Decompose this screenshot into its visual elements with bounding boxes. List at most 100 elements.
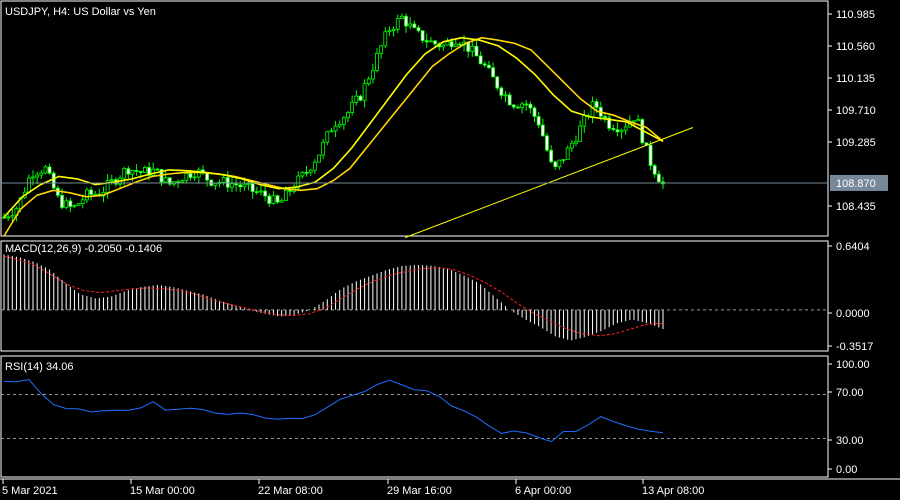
candle-body — [89, 189, 93, 195]
candle-body — [304, 172, 309, 174]
candle-body — [288, 189, 292, 192]
candle-body — [404, 15, 408, 27]
candle-body — [51, 172, 56, 189]
candle-body — [553, 161, 558, 168]
candle-body — [615, 129, 620, 133]
candle-body — [449, 41, 454, 48]
candle-body — [122, 168, 127, 179]
rsi-tick-label: 100.00 — [836, 359, 870, 371]
candle-body — [184, 173, 189, 182]
candle-body — [138, 171, 143, 173]
candle-body — [321, 141, 326, 156]
candle-body — [26, 177, 31, 193]
candle-body — [151, 168, 156, 176]
candle-body — [557, 159, 562, 168]
candle-body — [428, 40, 433, 43]
current-price-box — [830, 174, 888, 191]
candle-body — [532, 107, 537, 117]
candle-body — [246, 183, 251, 186]
candle-body — [474, 45, 479, 57]
candle-body — [383, 31, 388, 47]
candle-body — [84, 189, 89, 201]
candle-body — [300, 172, 305, 177]
candle-body — [408, 23, 413, 27]
macd-title: MACD(12,26,9) -0.2050 -0.1406 — [5, 243, 163, 255]
candle-body — [375, 52, 379, 71]
time-tick-label: 22 Mar 08:00 — [258, 485, 323, 497]
rsi-pane-frame — [0, 355, 829, 478]
candle-body — [167, 177, 172, 185]
candle-body — [238, 184, 243, 188]
candle-body — [130, 170, 135, 175]
macd-tick-label: -0.3517 — [836, 341, 873, 353]
candle-body — [453, 43, 458, 48]
candle-body — [283, 189, 288, 202]
candle-body — [545, 135, 549, 151]
price-pane-frame — [0, 0, 829, 237]
candle-body — [134, 170, 139, 172]
time-tick-label: 6 Apr 00:00 — [515, 485, 571, 497]
macd-tick-label: 0.6404 — [836, 241, 870, 253]
candle-body — [263, 190, 268, 197]
candle-body — [441, 44, 446, 48]
candle-body — [482, 63, 487, 66]
rsi-tick-label: 70.00 — [836, 387, 864, 399]
candle-body — [39, 172, 44, 176]
macd-signal-line — [3, 255, 664, 337]
time-tick-label: 5 Mar 2021 — [2, 485, 58, 497]
rsi-line — [3, 378, 664, 443]
candle-body — [511, 104, 516, 108]
candle-body — [105, 180, 110, 193]
candle-body — [516, 106, 520, 109]
candle-body — [254, 191, 259, 193]
candle-body — [424, 40, 429, 43]
candle-body — [271, 195, 276, 204]
candle-body — [10, 215, 15, 218]
moving-average-line — [3, 36, 664, 237]
candle-body — [230, 183, 234, 188]
candle-body — [623, 126, 628, 131]
candle-body — [416, 27, 421, 32]
time-tick-label: 15 Mar 00:00 — [130, 485, 195, 497]
candle-body — [491, 67, 495, 78]
candle-body — [420, 30, 425, 41]
candle-body — [109, 179, 114, 182]
candle-body — [399, 15, 404, 19]
candle-body — [180, 180, 185, 183]
candle-body — [499, 87, 504, 96]
candle-body — [520, 103, 524, 108]
candle-body — [619, 129, 624, 133]
candle-body — [259, 190, 263, 193]
candle-body — [76, 203, 81, 206]
candle-body — [126, 168, 131, 175]
candle-body — [196, 169, 201, 178]
candle-body — [225, 177, 230, 188]
rsi-title: RSI(14) 34.06 — [5, 361, 74, 373]
candle-body — [275, 195, 280, 203]
candle-body — [391, 28, 396, 31]
time-tick-label: 13 Apr 08:00 — [642, 485, 704, 497]
candle-body — [582, 115, 587, 127]
candle-body — [412, 23, 417, 29]
candle-body — [458, 43, 462, 46]
candle-body — [80, 199, 85, 205]
candle-body — [524, 103, 529, 106]
price-tick-label: 110.560 — [836, 41, 875, 53]
candle-body — [528, 103, 533, 109]
candle-body — [329, 130, 334, 133]
candle-body — [636, 119, 641, 122]
candle-body — [337, 123, 342, 127]
candle-body — [155, 168, 160, 171]
candle-body — [354, 95, 359, 103]
candle-body — [68, 200, 73, 207]
price-tick-label: 110.135 — [836, 73, 875, 85]
candle-body — [611, 127, 616, 131]
macd-tick-label: 0.0000 — [836, 308, 870, 320]
candle-body — [221, 177, 226, 183]
candle-body — [387, 30, 392, 33]
current-price-label: 108.870 — [836, 178, 876, 190]
candle-body — [656, 173, 661, 183]
price-tick-label: 110.985 — [836, 9, 875, 21]
candle-body — [569, 142, 574, 149]
